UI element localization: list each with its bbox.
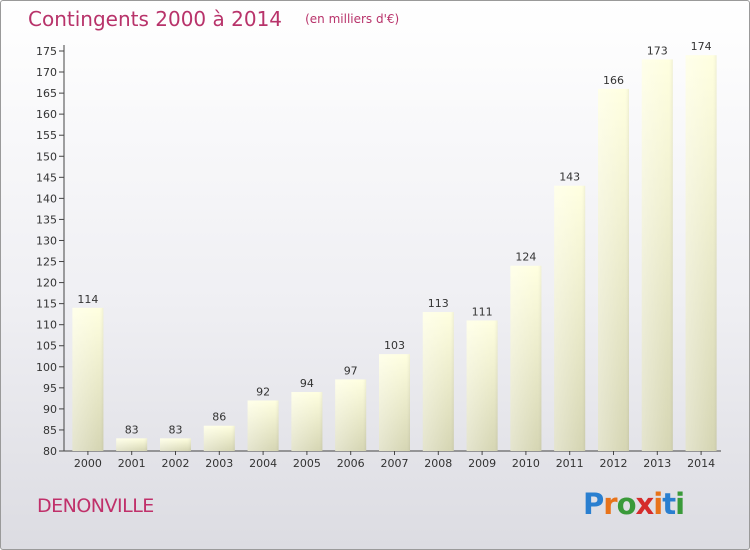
data-label: 113: [428, 297, 449, 310]
x-tick-label: 2002: [162, 457, 190, 470]
y-tick-label: 175: [36, 45, 57, 58]
bar-shade: [466, 320, 498, 451]
x-axis: 2000 2001 2002 2003 2004 2005 2006 2007 2008 2009…: [64, 450, 721, 470]
data-label: 114: [77, 293, 98, 306]
y-tick-label: 130: [36, 234, 57, 247]
y-tick-label: 165: [36, 87, 57, 100]
logo-letter: i: [675, 487, 685, 521]
bar-shade: [598, 88, 629, 451]
y-tick-label: 145: [36, 171, 57, 184]
y-tick-label: 85: [43, 424, 57, 437]
x-tick-label: 2005: [293, 457, 321, 470]
logo-letter: P: [583, 487, 604, 521]
x-tick-label: 2009: [468, 457, 496, 470]
data-label: 166: [603, 74, 624, 87]
y-tick-label: 95: [43, 382, 57, 395]
x-tick-label: 2001: [118, 457, 146, 470]
x-tick-label: 2000: [74, 457, 102, 470]
logo-letter: t: [662, 487, 676, 521]
y-tick-label: 155: [36, 129, 57, 142]
x-tick-label: 2012: [600, 457, 628, 470]
chart-title: Contingents 2000 à 2014: [28, 7, 283, 31]
y-tick-label: 125: [36, 256, 57, 269]
x-tick-label: 2011: [556, 457, 584, 470]
y-axis: 80 85 90 95 100 105 110 115 120 125 130 135 140 145 15…: [36, 45, 65, 458]
x-tick-label: 2004: [249, 457, 277, 470]
data-label: 92: [256, 385, 270, 398]
bars: [72, 55, 717, 452]
x-tick-label: 2007: [381, 457, 409, 470]
y-tick-label: 120: [36, 277, 57, 290]
data-label: 111: [472, 305, 493, 318]
data-label: 83: [125, 423, 139, 436]
data-label: 143: [559, 171, 580, 184]
proxiti-logo[interactable]: Proxiti: [583, 487, 685, 521]
y-tick-label: 140: [36, 192, 57, 205]
logo-letter: i: [653, 487, 663, 521]
y-tick-label: 105: [36, 340, 57, 353]
y-tick-label: 135: [36, 213, 57, 226]
bar-shade: [116, 438, 148, 451]
data-label: 97: [344, 364, 358, 377]
y-tick-label: 170: [36, 66, 57, 79]
bar-shade: [335, 379, 367, 451]
data-label: 94: [300, 377, 314, 390]
bar-shade: [422, 312, 454, 451]
x-tick-label: 2013: [643, 457, 671, 470]
data-label: 86: [212, 411, 226, 424]
data-labels: 114 83 83 86 92 94 97 103 113 111 124 143 166 173 174: [77, 40, 711, 436]
place-name: DENONVILLE: [37, 495, 154, 517]
x-tick-label: 2008: [424, 457, 452, 470]
logo-letter: r: [603, 487, 617, 521]
y-tick-label: 150: [36, 150, 57, 163]
y-tick-label: 100: [36, 361, 57, 374]
x-tick-label: 2010: [512, 457, 540, 470]
y-tick-label: 160: [36, 108, 57, 121]
bar-shade: [160, 438, 191, 451]
logo-letter: x: [635, 487, 655, 521]
x-tick-label: 2003: [205, 457, 233, 470]
x-tick-label: 2014: [687, 457, 715, 470]
data-label: 124: [515, 251, 536, 264]
bar-shade: [641, 59, 673, 451]
bar-shade: [554, 185, 586, 451]
bar-shade: [685, 55, 717, 452]
data-label: 173: [647, 44, 668, 57]
logo-letter: o: [616, 487, 637, 521]
bar-shade: [379, 354, 410, 451]
bar-shade: [291, 392, 323, 451]
bar-shade: [72, 307, 104, 451]
y-tick-label: 90: [43, 403, 57, 416]
data-label: 83: [169, 423, 183, 436]
x-tick-label: 2006: [337, 457, 365, 470]
title-row: Contingents 2000 à 2014 (en milliers d'€…: [28, 7, 399, 31]
bar-shade: [203, 425, 235, 451]
data-label: 174: [691, 40, 712, 53]
chart-subtitle: (en milliers d'€): [305, 12, 400, 26]
y-tick-label: 110: [36, 319, 57, 332]
y-tick-label: 115: [36, 298, 57, 311]
bar-shade: [247, 400, 279, 451]
y-tick-label: 80: [43, 445, 57, 458]
bar-shade: [510, 265, 542, 451]
data-label: 103: [384, 339, 405, 352]
